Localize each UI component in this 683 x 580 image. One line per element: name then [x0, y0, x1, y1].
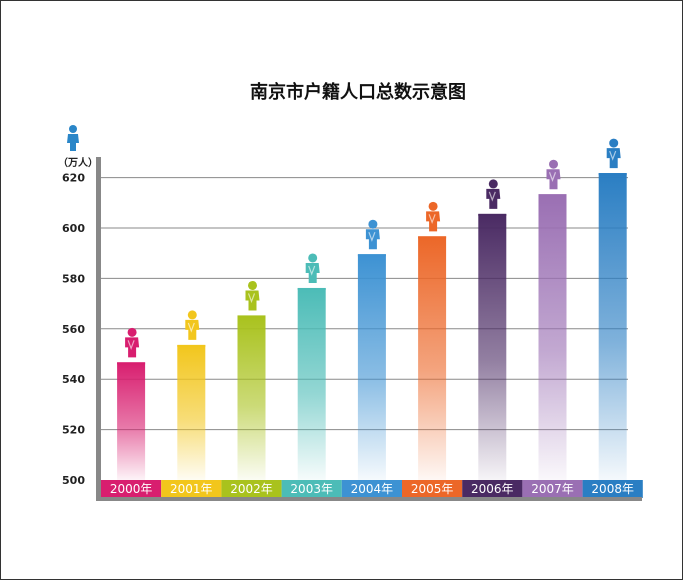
person-icon — [365, 219, 380, 250]
person-icon — [185, 310, 200, 340]
category-cell — [101, 480, 162, 498]
y-tick-label: 580 — [62, 272, 85, 285]
category-cell — [402, 480, 463, 498]
bar-cap — [357, 254, 386, 257]
x-category-label: 2008年 — [591, 482, 634, 496]
x-category-label: 2007年 — [531, 482, 574, 496]
bar-cap — [237, 315, 266, 318]
x-category-label: 2003年 — [290, 482, 333, 496]
y-tick-label: 500 — [62, 474, 85, 487]
bar-2001 — [177, 344, 206, 480]
x-category-label: 2002年 — [230, 482, 273, 496]
bar-2002 — [237, 315, 266, 480]
person-icons — [125, 138, 621, 358]
x-category-label: 2004年 — [351, 482, 394, 496]
x-axis-categories: 2000年 2001年 2002年 2003年 2004年 2005年 2006年 2007年… — [101, 480, 643, 498]
person-icon — [125, 327, 140, 358]
bars — [117, 173, 627, 480]
bar-2000 — [117, 362, 146, 480]
bar-2008 — [598, 173, 627, 480]
chart-title: 南京市户籍人口总数示意图 — [250, 81, 466, 103]
x-category-label: 2005年 — [411, 482, 454, 496]
person-icon — [546, 159, 561, 190]
y-axis-person-icon — [67, 125, 79, 151]
category-cell — [462, 480, 523, 498]
bar-cap — [598, 173, 627, 176]
x-category-label: 2000年 — [110, 482, 153, 496]
y-axis-ticks: 500 520 540 560 580 600 620 — [62, 172, 85, 487]
person-icon — [305, 253, 320, 283]
bar-2005 — [418, 236, 447, 480]
bar-cap — [117, 362, 146, 365]
bar-2006 — [478, 213, 507, 480]
person-icon — [245, 280, 260, 311]
bar-2003 — [297, 287, 326, 480]
x-category-label: 2001年 — [170, 482, 213, 496]
x-axis-base — [96, 497, 642, 501]
bar-cap — [297, 287, 326, 290]
category-cell — [522, 480, 583, 498]
y-tick-label: 540 — [62, 373, 85, 386]
category-cell — [341, 480, 402, 498]
y-axis-unit: （万人） — [58, 156, 98, 169]
x-category-label: 2006年 — [471, 482, 514, 496]
bar-cap — [418, 236, 447, 239]
category-cell — [161, 480, 222, 498]
category-cell — [281, 480, 342, 498]
person-icon — [486, 179, 501, 209]
bar-2007 — [538, 194, 567, 480]
person-icon — [426, 201, 441, 232]
y-tick-label: 560 — [62, 323, 85, 336]
category-cell — [221, 480, 282, 498]
y-tick-label: 620 — [62, 172, 85, 185]
bar-cap — [177, 344, 206, 347]
person-icon — [606, 138, 621, 169]
y-tick-label: 600 — [62, 222, 85, 235]
bar-2004 — [357, 254, 386, 480]
y-tick-label: 520 — [62, 424, 85, 437]
bar-cap — [538, 194, 567, 197]
y-axis-line — [96, 157, 101, 500]
bar-cap — [478, 213, 507, 216]
category-cell — [582, 480, 643, 498]
